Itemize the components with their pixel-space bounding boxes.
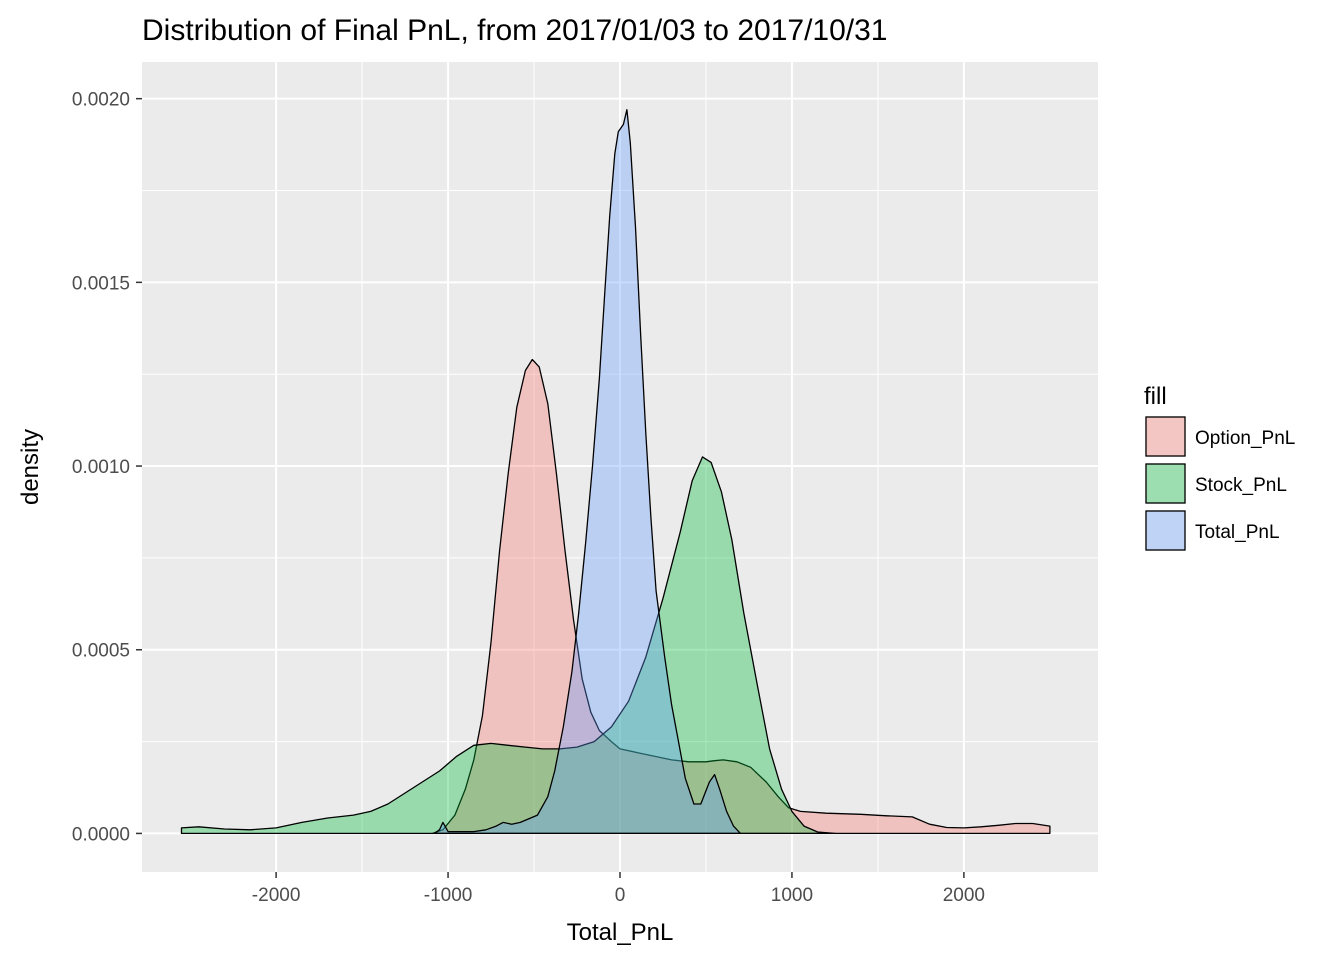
x-tick-label: -2000: [252, 885, 301, 906]
legend-label: Total_PnL: [1195, 522, 1280, 543]
y-tick-label: 0.0015: [72, 273, 130, 294]
legend-key-background: [1145, 510, 1186, 551]
density-area-option-pnl: [431, 358, 1051, 835]
legend-swatch: [1145, 463, 1186, 504]
y-tick-label: 0.0020: [72, 90, 130, 111]
legend: fill Option_PnL Stock_PnL Total_PnL: [1144, 383, 1295, 551]
legend-title: fill: [1144, 383, 1167, 410]
legend-key-background: [1145, 463, 1186, 504]
density-areas: [180, 109, 1051, 835]
density-area-total-pnl: [433, 109, 742, 835]
x-tick-label: 1000: [771, 885, 813, 906]
legend-label: Stock_PnL: [1195, 475, 1287, 496]
y-tick-label: 0.0005: [72, 641, 130, 662]
x-tick-label: 2000: [943, 885, 985, 906]
x-tick-label: -1000: [424, 885, 473, 906]
y-tick-label: 0.0010: [72, 457, 130, 478]
legend-label: Option_PnL: [1195, 428, 1295, 449]
x-axis-title: Total_PnL: [567, 919, 674, 946]
y-axis: 0.0000 0.0005 0.0010 0.0015 0.0020: [72, 90, 142, 845]
x-tick-label: 0: [615, 885, 626, 906]
y-tick-label: 0.0000: [72, 824, 130, 845]
density-area-stock-pnl: [180, 456, 836, 835]
legend-key-background: [1145, 416, 1186, 457]
legend-swatch: [1145, 510, 1186, 551]
y-axis-title: density: [17, 429, 44, 505]
chart-title: Distribution of Final PnL, from 2017/01/…: [142, 14, 887, 47]
x-axis: -2000 -1000 0 1000 2000: [252, 872, 985, 906]
legend-swatch: [1145, 416, 1186, 457]
